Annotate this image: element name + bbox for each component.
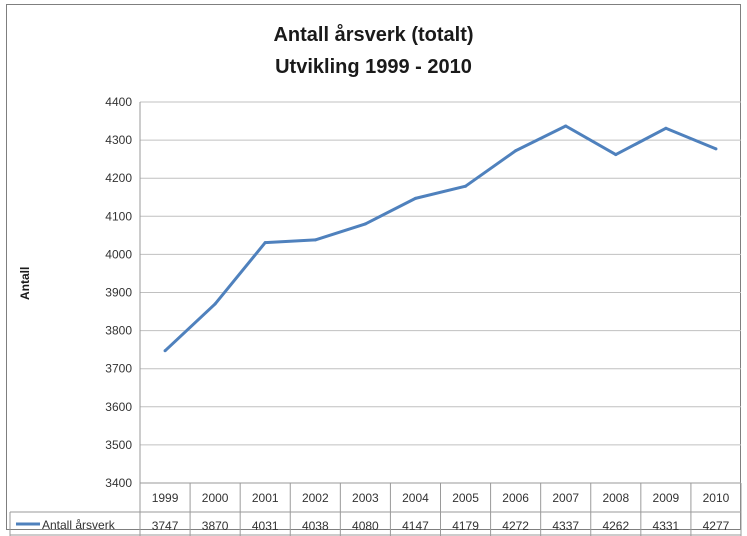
x-tick-label: 1999: [152, 491, 179, 505]
x-tick-label: 2004: [402, 491, 429, 505]
data-label: 4038: [302, 519, 329, 533]
y-tick-label: 4400: [105, 95, 132, 109]
data-point: [514, 149, 518, 153]
data-label: 4031: [252, 519, 279, 533]
data-label: 4147: [402, 519, 429, 533]
y-tick-label: 3600: [105, 400, 132, 414]
y-tick-label: 3400: [105, 476, 132, 490]
y-tick-label: 3700: [105, 362, 132, 376]
data-point: [614, 153, 618, 157]
series-line: [164, 124, 717, 352]
y-tick-label: 4200: [105, 171, 132, 185]
data-point: [313, 238, 317, 242]
data-point: [714, 147, 718, 151]
data-label: 4272: [502, 519, 529, 533]
data-point: [163, 349, 167, 353]
data-label: 4179: [452, 519, 479, 533]
data-point: [413, 196, 417, 200]
data-point: [464, 184, 468, 188]
x-tick-label: 2005: [452, 491, 479, 505]
chart-frame: [6, 4, 741, 530]
data-label: 4337: [552, 519, 579, 533]
x-tick-label: 2007: [552, 491, 579, 505]
x-tick-label: 2009: [653, 491, 680, 505]
y-tick-label: 4300: [105, 133, 132, 147]
y-tick-label: 3800: [105, 324, 132, 338]
y-tick-label: 3500: [105, 438, 132, 452]
chart-title: Antall årsverk (totalt): [273, 24, 474, 46]
y-tick-label: 3900: [105, 286, 132, 300]
data-label: 3870: [202, 519, 229, 533]
x-tick-label: 2006: [502, 491, 529, 505]
legend-label: Antall årsverk: [42, 518, 116, 532]
data-point: [564, 124, 568, 128]
data-label: 3747: [152, 519, 179, 533]
data-point: [213, 302, 217, 306]
data-label: 4262: [602, 519, 629, 533]
data-point: [363, 222, 367, 226]
x-tick-label: 2003: [352, 491, 379, 505]
data-label: 4080: [352, 519, 379, 533]
x-tick-label: 2008: [602, 491, 629, 505]
data-label: 4277: [703, 519, 730, 533]
x-tick-label: 2002: [302, 491, 329, 505]
x-tick-label: 2000: [202, 491, 229, 505]
x-tick-label: 2001: [252, 491, 279, 505]
x-tick-label: 2010: [703, 491, 730, 505]
data-point: [263, 241, 267, 245]
data-point: [664, 126, 668, 130]
chart-subtitle: Utvikling 1999 - 2010: [275, 56, 472, 78]
y-tick-label: 4100: [105, 209, 132, 223]
data-label: 4331: [653, 519, 680, 533]
y-tick-label: 4000: [105, 247, 132, 261]
